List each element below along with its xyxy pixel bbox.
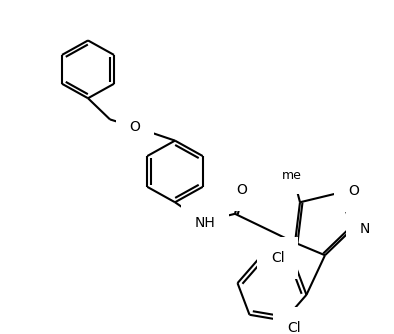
Text: NH: NH xyxy=(195,216,216,230)
Text: Cl: Cl xyxy=(271,251,284,265)
Text: O: O xyxy=(130,120,140,134)
Text: O: O xyxy=(348,184,359,198)
Text: me: me xyxy=(282,169,302,182)
Text: Cl: Cl xyxy=(287,321,301,334)
Text: O: O xyxy=(236,183,247,197)
Text: N: N xyxy=(360,222,370,236)
